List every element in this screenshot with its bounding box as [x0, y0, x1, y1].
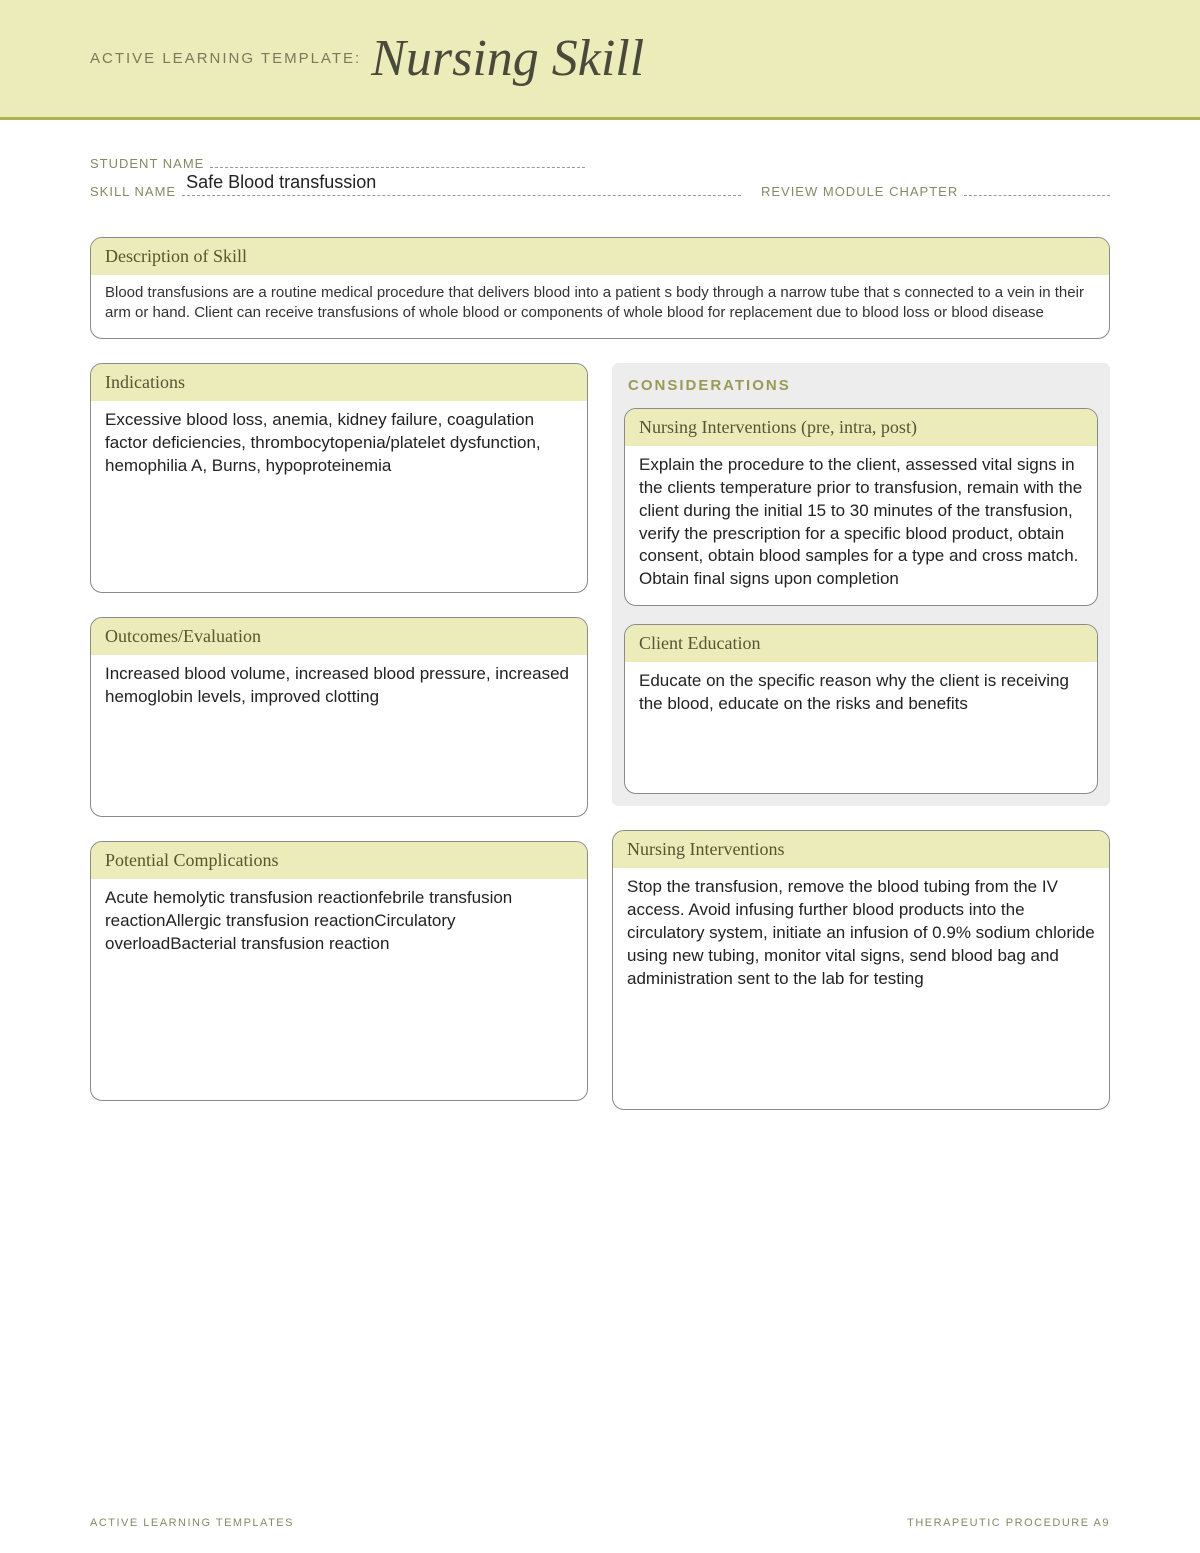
nursing-interventions-header: Nursing Interventions [613, 831, 1109, 868]
outcomes-body: Increased blood volume, increased blood … [91, 655, 587, 723]
right-column: CONSIDERATIONS Nursing Interventions (pr… [612, 363, 1110, 1135]
client-education-header: Client Education [625, 625, 1097, 662]
outcomes-header: Outcomes/Evaluation [91, 618, 587, 655]
considerations-wrap: CONSIDERATIONS Nursing Interventions (pr… [612, 363, 1110, 807]
description-body: Blood transfusions are a routine medical… [91, 275, 1109, 338]
left-column: Indications Excessive blood loss, anemia… [90, 363, 588, 1125]
indications-card: Indications Excessive blood loss, anemia… [90, 363, 588, 593]
nursing-pre-header: Nursing Interventions (pre, intra, post) [625, 409, 1097, 446]
nursing-pre-card: Nursing Interventions (pre, intra, post)… [624, 408, 1098, 607]
skill-name-line: Safe Blood transfussion [182, 179, 741, 197]
indications-header: Indications [91, 364, 587, 401]
banner-prefix: ACTIVE LEARNING TEMPLATE: [90, 50, 361, 67]
description-card: Description of Skill Blood transfusions … [90, 237, 1110, 339]
client-education-body: Educate on the specific reason why the c… [625, 662, 1097, 730]
indications-body: Excessive blood loss, anemia, kidney fai… [91, 401, 587, 492]
nursing-interventions-card: Nursing Interventions Stop the transfusi… [612, 830, 1110, 1110]
review-label: REVIEW MODULE CHAPTER [761, 184, 958, 199]
footer-right: THERAPEUTIC PROCEDURE A9 [907, 1517, 1110, 1529]
potential-card: Potential Complications Acute hemolytic … [90, 841, 588, 1101]
page: ACTIVE LEARNING TEMPLATE: Nursing Skill … [0, 0, 1200, 1553]
nursing-pre-body: Explain the procedure to the client, ass… [625, 446, 1097, 606]
student-name-label: STUDENT NAME [90, 156, 204, 171]
client-education-card: Client Education Educate on the specific… [624, 624, 1098, 794]
description-header: Description of Skill [91, 238, 1109, 275]
content: Description of Skill Blood transfusions … [0, 217, 1200, 1134]
skill-name-label: SKILL NAME [90, 184, 176, 199]
footer: ACTIVE LEARNING TEMPLATES THERAPEUTIC PR… [90, 1517, 1110, 1529]
skill-review-row: SKILL NAME Safe Blood transfussion REVIE… [90, 179, 1110, 200]
nursing-interventions-body: Stop the transfusion, remove the blood t… [613, 868, 1109, 1005]
student-name-row: STUDENT NAME [90, 150, 1110, 171]
form-area: STUDENT NAME SKILL NAME Safe Blood trans… [0, 120, 1200, 217]
banner: ACTIVE LEARNING TEMPLATE: Nursing Skill [0, 0, 1200, 120]
potential-header: Potential Complications [91, 842, 587, 879]
columns: Indications Excessive blood loss, anemia… [90, 363, 1110, 1135]
review-line [964, 179, 1110, 197]
outcomes-card: Outcomes/Evaluation Increased blood volu… [90, 617, 588, 817]
footer-left: ACTIVE LEARNING TEMPLATES [90, 1517, 294, 1529]
potential-body: Acute hemolytic transfusion reactionfebr… [91, 879, 587, 970]
student-name-line [210, 150, 585, 168]
skill-name-value: Safe Blood transfussion [186, 172, 376, 193]
considerations-label: CONSIDERATIONS [624, 363, 1098, 408]
banner-title: Nursing Skill [371, 29, 644, 88]
